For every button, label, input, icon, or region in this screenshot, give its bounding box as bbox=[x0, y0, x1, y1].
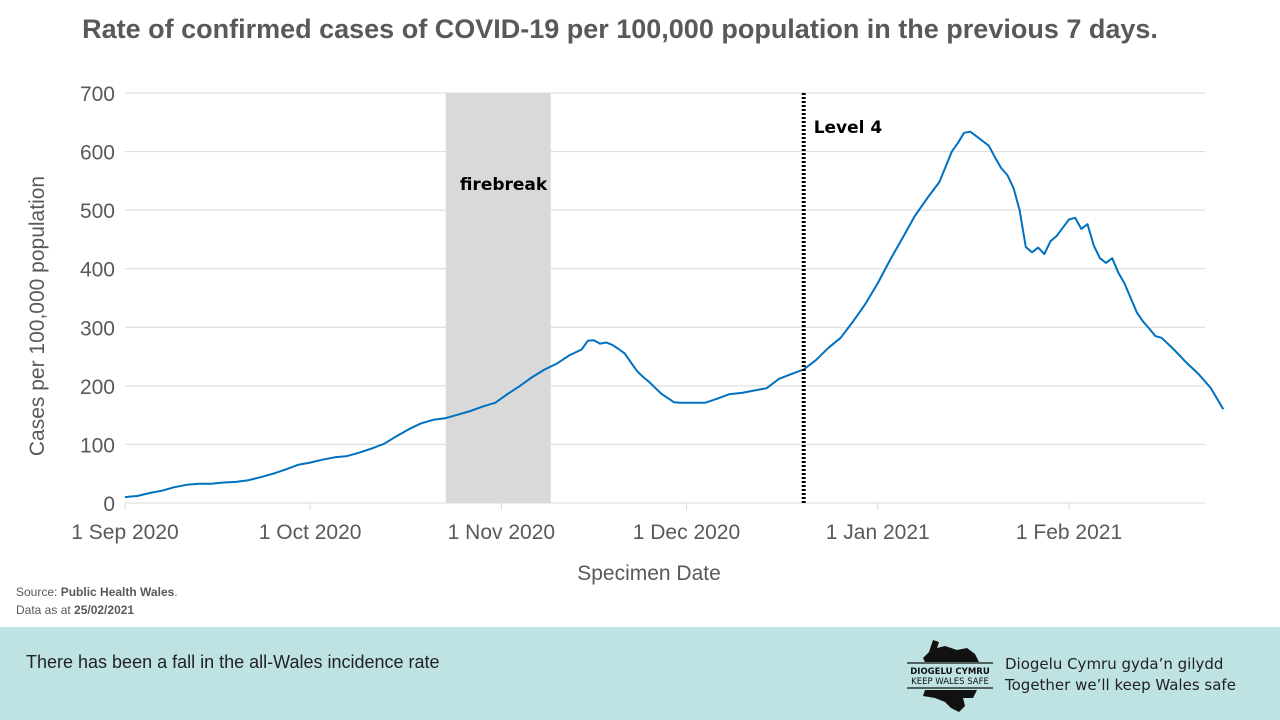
tagline-welsh: Diogelu Cymru gyda’n gilydd bbox=[1005, 655, 1224, 673]
series-line bbox=[124, 130, 1225, 499]
source-note: Source: Public Health Wales. bbox=[16, 585, 178, 599]
x-tick-label: 1 Oct 2020 bbox=[259, 521, 362, 544]
y-tick-label: 200 bbox=[80, 376, 115, 399]
y-axis-label: Cases per 100,000 population bbox=[26, 176, 49, 456]
y-tick-label: 500 bbox=[80, 200, 115, 223]
wales-map-icon: DIOGELU CYMRU KEEP WALES SAFE bbox=[907, 640, 993, 712]
firebreak-label: firebreak bbox=[460, 175, 548, 195]
y-tick-label: 300 bbox=[80, 317, 115, 340]
source-name: Public Health Wales bbox=[60, 585, 175, 599]
chart-title: Rate of confirmed cases of COVID-19 per … bbox=[82, 14, 1158, 44]
x-tick-label: 1 Feb 2021 bbox=[1016, 521, 1122, 544]
x-tick-label: 1 Dec 2020 bbox=[633, 521, 740, 544]
y-tick-label: 700 bbox=[80, 83, 115, 106]
tagline-english: Together we’ll keep Wales safe bbox=[1005, 676, 1236, 694]
y-tick-label: 0 bbox=[103, 493, 115, 516]
line-chart: 0 100 200 300 400 500 600 700 1 Sep 2020 1 Oct 2… bbox=[26, 83, 1225, 585]
y-tick-label: 100 bbox=[80, 434, 115, 457]
source-prefix: Source: bbox=[16, 585, 61, 599]
footer-message: There has been a fall in the all-Wales i… bbox=[26, 652, 440, 672]
data-date-prefix: Data as at bbox=[16, 603, 75, 617]
x-tick-label: 1 Jan 2021 bbox=[826, 521, 930, 544]
keep-wales-safe-logo: DIOGELU CYMRU KEEP WALES SAFE bbox=[905, 636, 997, 719]
logo-line1: DIOGELU CYMRU bbox=[910, 667, 990, 677]
data-date: 25/02/2021 bbox=[74, 603, 135, 617]
logo-line2: KEEP WALES SAFE bbox=[911, 677, 989, 687]
level4-label: Level 4 bbox=[814, 118, 883, 138]
x-axis-label: Specimen Date bbox=[577, 562, 721, 585]
firebreak-band bbox=[445, 93, 551, 503]
footer-banner: There has been a fall in the all-Wales i… bbox=[0, 627, 1280, 720]
x-tick-label: 1 Nov 2020 bbox=[448, 521, 555, 544]
y-tick-label: 600 bbox=[80, 142, 115, 165]
source-suffix: . bbox=[174, 585, 178, 599]
data-date-note: Data as at 25/02/2021 bbox=[16, 603, 134, 617]
y-tick-label: 400 bbox=[80, 259, 115, 282]
x-tick-label: 1 Sep 2020 bbox=[71, 521, 178, 544]
